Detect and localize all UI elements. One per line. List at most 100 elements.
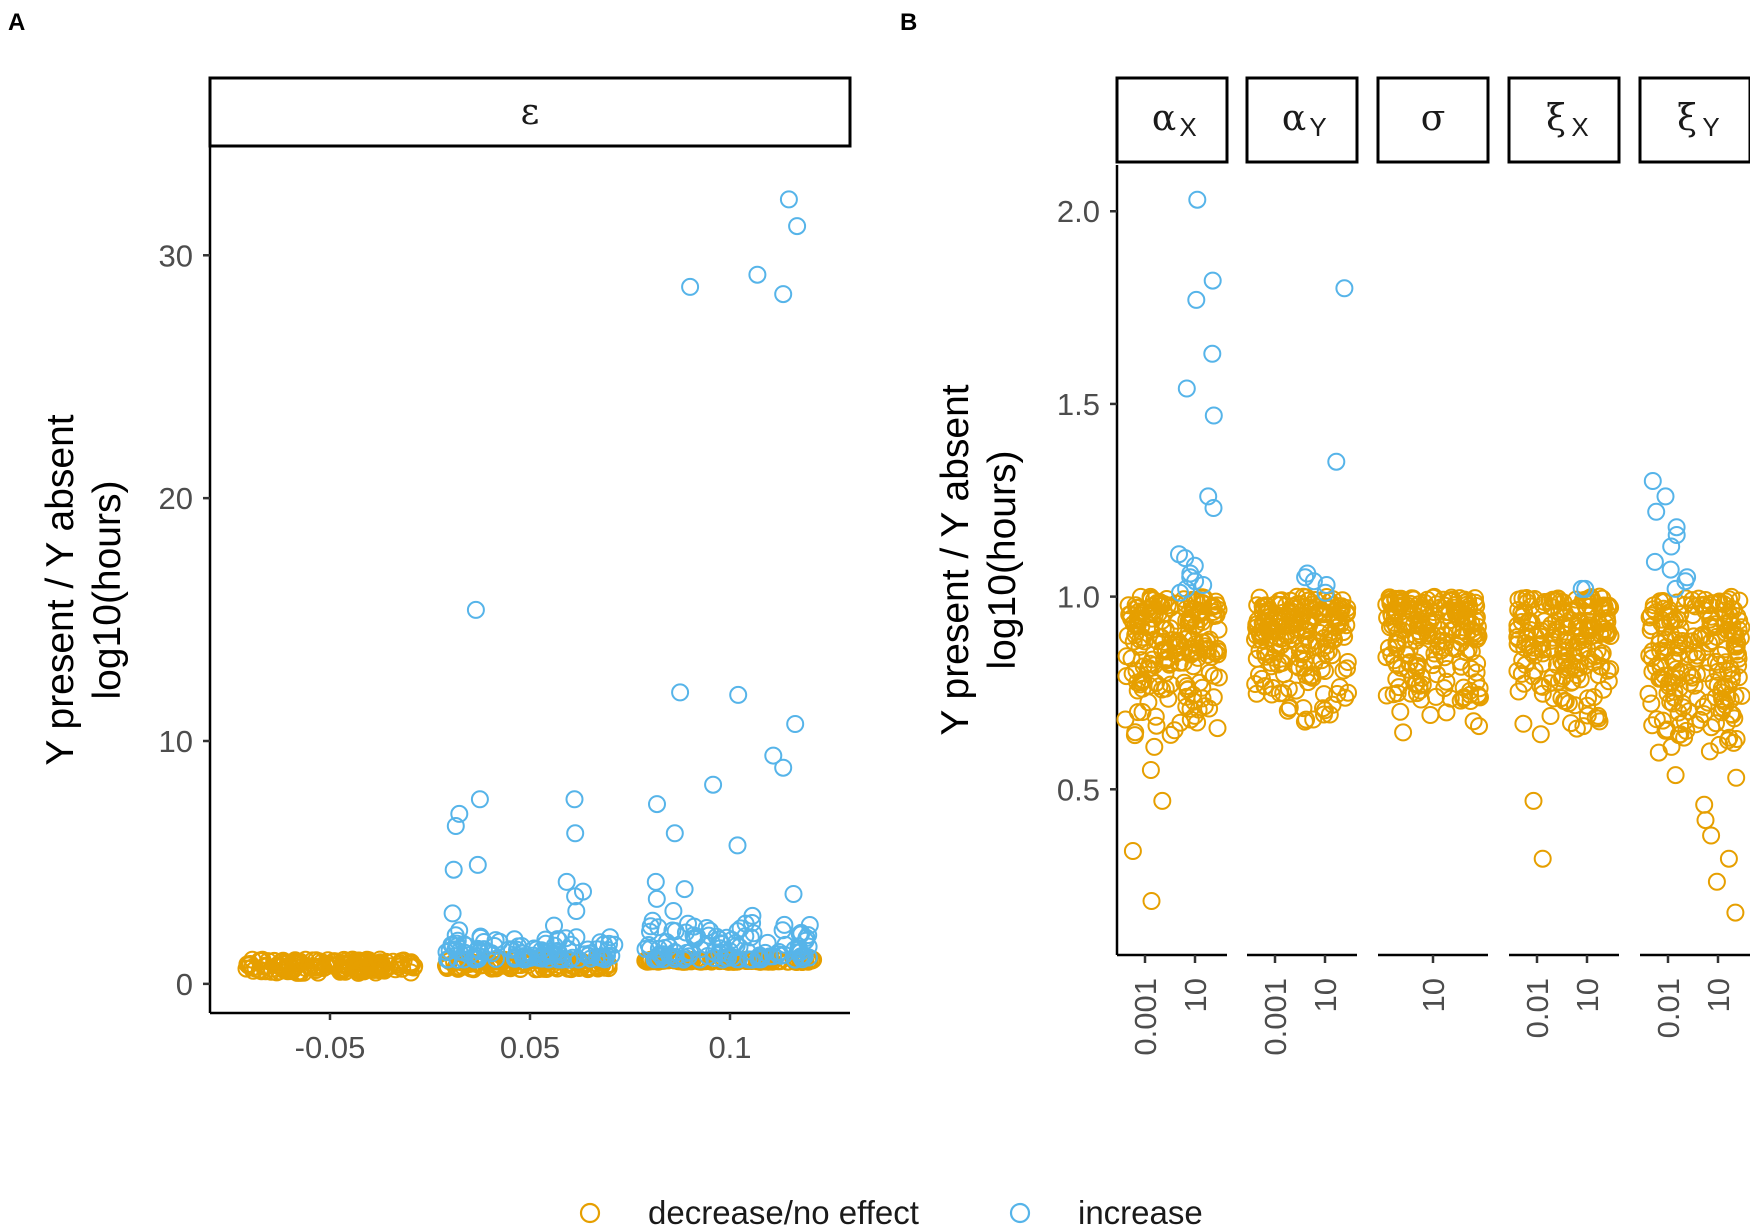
decrease-point bbox=[1128, 673, 1147, 692]
decrease-point bbox=[371, 959, 389, 978]
increase-point bbox=[468, 855, 487, 874]
increase-point bbox=[758, 933, 777, 952]
increase-point bbox=[514, 944, 533, 963]
decrease-point bbox=[1145, 737, 1164, 756]
decrease-point bbox=[253, 950, 272, 969]
decrease-point bbox=[1518, 589, 1537, 608]
decrease-point bbox=[1125, 726, 1144, 745]
decrease-point bbox=[1601, 660, 1620, 679]
increase-point bbox=[470, 947, 489, 966]
decrease-point bbox=[1642, 694, 1661, 713]
decrease-point bbox=[1661, 692, 1680, 711]
decrease-point bbox=[1153, 791, 1172, 810]
decrease-point bbox=[404, 958, 423, 977]
decrease-point bbox=[1161, 675, 1180, 694]
decrease-point bbox=[1184, 643, 1203, 662]
increase-point bbox=[788, 217, 807, 236]
decrease-point bbox=[1411, 681, 1430, 700]
facet-strip-subscript: X bbox=[1179, 112, 1196, 142]
increase-point bbox=[557, 872, 576, 891]
decrease-point bbox=[1702, 718, 1721, 737]
increase-point bbox=[1203, 344, 1222, 363]
decrease-point bbox=[1161, 599, 1180, 617]
decrease-point bbox=[1661, 625, 1680, 644]
facet-strip-label: α bbox=[1152, 98, 1176, 139]
decrease-point bbox=[1262, 685, 1281, 704]
decrease-point bbox=[1464, 712, 1483, 731]
decrease-point bbox=[1687, 665, 1706, 684]
decrease-point bbox=[1601, 598, 1620, 617]
decrease-point bbox=[1116, 710, 1135, 729]
increase-point bbox=[1204, 499, 1223, 517]
increase-point bbox=[545, 916, 563, 935]
decrease-point bbox=[1553, 669, 1572, 688]
facet-x-tick-label: 10 bbox=[1308, 978, 1343, 1012]
decrease-point bbox=[1421, 706, 1440, 724]
increase-point bbox=[717, 928, 736, 947]
facet-x-tick-label: 10 bbox=[1178, 978, 1213, 1012]
increase-point bbox=[1661, 560, 1680, 579]
increase-point bbox=[1666, 579, 1685, 598]
increase-point bbox=[1188, 190, 1207, 209]
decrease-point bbox=[1579, 689, 1597, 708]
decrease-point bbox=[1209, 668, 1228, 687]
decrease-point bbox=[1680, 702, 1699, 721]
decrease-point bbox=[1251, 623, 1270, 642]
decrease-point bbox=[1436, 596, 1455, 615]
increase-point bbox=[649, 918, 668, 937]
decrease-point bbox=[1719, 662, 1737, 680]
increase-point bbox=[601, 928, 619, 947]
decrease-point bbox=[1198, 632, 1217, 651]
legend-increase-key bbox=[1009, 1202, 1031, 1224]
decrease-point bbox=[1318, 636, 1337, 655]
decrease-point bbox=[1715, 692, 1734, 711]
decrease-point bbox=[1576, 597, 1595, 616]
panel-a-ylabel-line2: log10(hours) bbox=[86, 481, 129, 700]
decrease-point bbox=[1200, 630, 1219, 649]
facet-strip-subscript: Y bbox=[1309, 112, 1326, 142]
panel-a-x-tick-label: -0.05 bbox=[295, 1030, 366, 1065]
decrease-point bbox=[1315, 685, 1333, 704]
increase-point bbox=[503, 940, 521, 959]
decrease-point bbox=[1524, 791, 1543, 810]
decrease-point bbox=[1128, 616, 1147, 635]
increase-point bbox=[1187, 290, 1206, 309]
decrease-point bbox=[1292, 612, 1311, 631]
increase-point bbox=[665, 824, 684, 843]
increase-point bbox=[1181, 568, 1200, 587]
decrease-point bbox=[1729, 645, 1747, 664]
panel-a-y-tick-label: 20 bbox=[159, 481, 193, 516]
decrease-point bbox=[1509, 630, 1528, 649]
decrease-point bbox=[1653, 711, 1672, 730]
decrease-point bbox=[1700, 653, 1719, 672]
increase-point bbox=[729, 685, 748, 704]
decrease-point bbox=[1440, 591, 1459, 610]
decrease-point bbox=[1130, 602, 1149, 621]
decrease-point bbox=[1571, 670, 1590, 689]
increase-point bbox=[704, 775, 723, 794]
increase-point bbox=[741, 928, 760, 947]
facet-strip-label: ξ bbox=[1677, 98, 1697, 139]
increase-point bbox=[1203, 271, 1222, 290]
decrease-point bbox=[1338, 653, 1357, 671]
decrease-point bbox=[1411, 626, 1430, 645]
increase-point bbox=[713, 950, 732, 969]
decrease-point bbox=[1141, 590, 1160, 609]
decrease-point bbox=[1693, 596, 1712, 615]
facet-x-tick-label: 0.01 bbox=[1651, 978, 1686, 1038]
increase-point bbox=[1194, 576, 1213, 594]
decrease-point bbox=[1596, 624, 1615, 643]
increase-point bbox=[774, 285, 793, 304]
decrease-point bbox=[1727, 637, 1746, 656]
decrease-point bbox=[1562, 714, 1580, 733]
decrease-point bbox=[1303, 666, 1322, 685]
increase-point bbox=[490, 932, 509, 951]
decrease-point bbox=[1200, 699, 1219, 718]
decrease-point bbox=[1290, 642, 1309, 661]
decrease-point bbox=[1320, 705, 1339, 724]
increase-point bbox=[467, 950, 486, 969]
decrease-point bbox=[1155, 604, 1174, 623]
decrease-point bbox=[267, 963, 286, 982]
decrease-point bbox=[1391, 702, 1410, 721]
